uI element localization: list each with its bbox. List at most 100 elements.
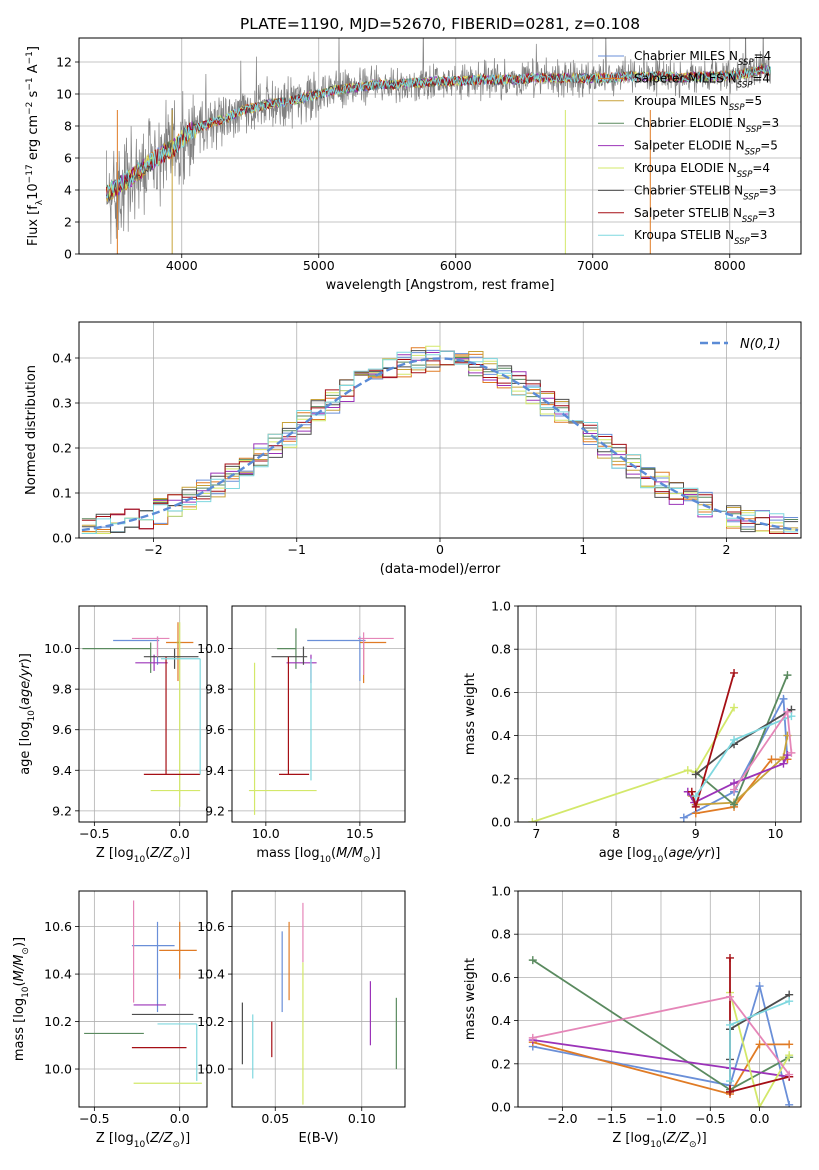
y-tick-label: 9.2 — [52, 803, 72, 818]
series-marker — [528, 818, 537, 822]
x-tick-label: −0.5 — [79, 1111, 109, 1126]
y-tick-label: 0.2 — [491, 771, 511, 786]
y-axis-label-part: mass [log — [12, 998, 27, 1061]
series-marker — [783, 671, 792, 680]
x-axis-label-part: )] — [710, 846, 720, 861]
x-tick-label: 0.10 — [348, 1111, 376, 1126]
x-tick-label: −2.0 — [547, 1111, 577, 1126]
series-marker — [726, 1087, 735, 1096]
y-axis-label-part: −17 — [25, 164, 35, 183]
x-axis-label: Z [log10(Z/Z⊙)] — [612, 1131, 706, 1150]
series-marker — [691, 792, 700, 801]
y-axis-label-part: ( — [12, 981, 27, 986]
y-tick-label: 8 — [64, 119, 72, 134]
y-tick-label: 0.6 — [491, 685, 511, 700]
x-axis-label-part: )] — [370, 846, 380, 861]
series-marker — [683, 766, 692, 775]
x-axis-label: wavelength [Angstrom, rest frame] — [326, 278, 555, 293]
x-axis-label-part: ( — [663, 846, 668, 861]
x-axis-label-part: ( — [145, 1131, 150, 1146]
y-axis-label-part: age [log — [18, 722, 33, 775]
axes-frame — [78, 321, 802, 539]
y-axis-label-part: mass weight — [463, 958, 478, 1040]
x-tick-label: 5000 — [303, 258, 335, 273]
series-marker — [779, 759, 788, 768]
legend-count: =5 — [760, 139, 778, 153]
legend-text: Salpeter MILES N — [634, 71, 737, 85]
y-axis-label-part: erg cm — [26, 115, 41, 164]
y-tick-label: 10.2 — [197, 1014, 225, 1029]
series-line — [729, 992, 790, 1107]
x-tick-label: 2 — [723, 542, 731, 557]
legend-label: Kroupa STELIB NSSP=3 — [634, 228, 767, 247]
x-tick-label: −2 — [144, 542, 162, 557]
grid — [232, 891, 405, 1107]
x-tick-label: 6000 — [440, 258, 472, 273]
x-axis-label-part: 10 — [650, 1140, 662, 1150]
series-marker — [755, 1040, 764, 1049]
y-axis-label: Flux [fλ10−17 erg cm−2 s−1 A−1] — [25, 46, 45, 246]
x-axis-label-part: Z [log — [612, 1131, 650, 1146]
y-axis-label-part: A — [26, 64, 41, 77]
series-marker — [787, 712, 796, 721]
normal-curve — [81, 357, 799, 532]
series-marker — [730, 668, 739, 677]
plot-area — [105, 38, 772, 254]
axes-massweight-vs-Z: −2.0 −1.5 −1.0 −0.5 0.0 0.0 0.2 0.4 0.6 0.8 1.0 Z [… — [463, 884, 802, 1150]
plot-area — [248, 628, 394, 815]
x-tick-label: 0 — [436, 542, 444, 557]
axes-residuals: −2 −1 0 1 2 0.0 0.1 0.2 0.3 0.4 N(0,1) (data-model)… — [24, 321, 802, 577]
point-salpeter-stelib — [279, 656, 310, 775]
figure-title: PLATE=1190, MJD=52670, FIBERID=0281, z=0… — [240, 15, 640, 33]
y-axis-label-part: M/M — [12, 955, 27, 982]
y-tick-label: 0 — [64, 247, 72, 262]
series-line — [532, 1041, 790, 1096]
legend-text: Salpeter ELODIE N — [634, 139, 745, 153]
point-chabrier-elodie — [82, 642, 152, 673]
x-tick-label: 8 — [612, 826, 620, 841]
x-tick-label: 0.0 — [170, 826, 190, 841]
series-marker — [726, 992, 735, 1001]
point-extra-pink — [357, 632, 394, 675]
legend-count: =3 — [750, 228, 768, 242]
y-axis-label-part: Normed distribution — [24, 365, 39, 495]
plot-area — [81, 345, 799, 534]
y-tick-label: 0.4 — [491, 728, 511, 743]
y-tick-label: 0.8 — [491, 927, 511, 942]
y-tick-label: 0.2 — [52, 441, 72, 456]
series-marker — [679, 813, 688, 822]
y-tick-label: 2 — [64, 215, 72, 230]
series-marker — [691, 770, 700, 779]
axes-frame — [231, 605, 406, 823]
x-axis-label-part: 10 — [134, 1140, 146, 1150]
legend-sub: SSP — [738, 58, 754, 68]
histogram-salpeter-stelib — [81, 359, 799, 534]
x-tick-label: 0.0 — [170, 1111, 190, 1126]
y-tick-label: 10.0 — [197, 1062, 225, 1077]
axes-frame — [517, 605, 802, 823]
legend-sub: SSP — [746, 125, 762, 135]
x-tick-label: −1.0 — [646, 1111, 676, 1126]
y-axis-label-part: mass weight — [463, 673, 478, 755]
series-line — [532, 982, 791, 1106]
y-tick-label: 1.0 — [491, 884, 511, 899]
x-axis-label-part: Z/Z — [149, 1131, 173, 1146]
grid — [232, 606, 405, 822]
legend-label: Salpeter MILES NSSP=4 — [634, 71, 770, 90]
x-tick-label: 10.0 — [252, 826, 280, 841]
residual-legend: N(0,1) — [700, 337, 781, 352]
legend-label: Chabrier STELIB NSSP=3 — [634, 183, 776, 202]
x-axis-label-part: age [log — [599, 846, 652, 861]
point-kroupa-elodie — [248, 662, 317, 815]
x-axis-label: Z [log10(Z/Z⊙)] — [96, 846, 190, 865]
x-axis-label-part: (data-model)/error — [380, 562, 501, 577]
y-axis-label-part: )] — [18, 653, 33, 663]
y-tick-label: 9.8 — [52, 682, 72, 697]
x-axis-label-part: )] — [180, 1131, 190, 1146]
y-axis-label-part: 10 — [27, 710, 37, 722]
y-axis-label: mass [log10(M/M⊙)] — [12, 937, 31, 1061]
axes-mass-vs-EBV: 0.05 0.10 10.0 10.2 10.4 10.6 E(B-V) — [197, 890, 406, 1146]
legend-label: Kroupa MILES NSSP=5 — [634, 94, 762, 113]
